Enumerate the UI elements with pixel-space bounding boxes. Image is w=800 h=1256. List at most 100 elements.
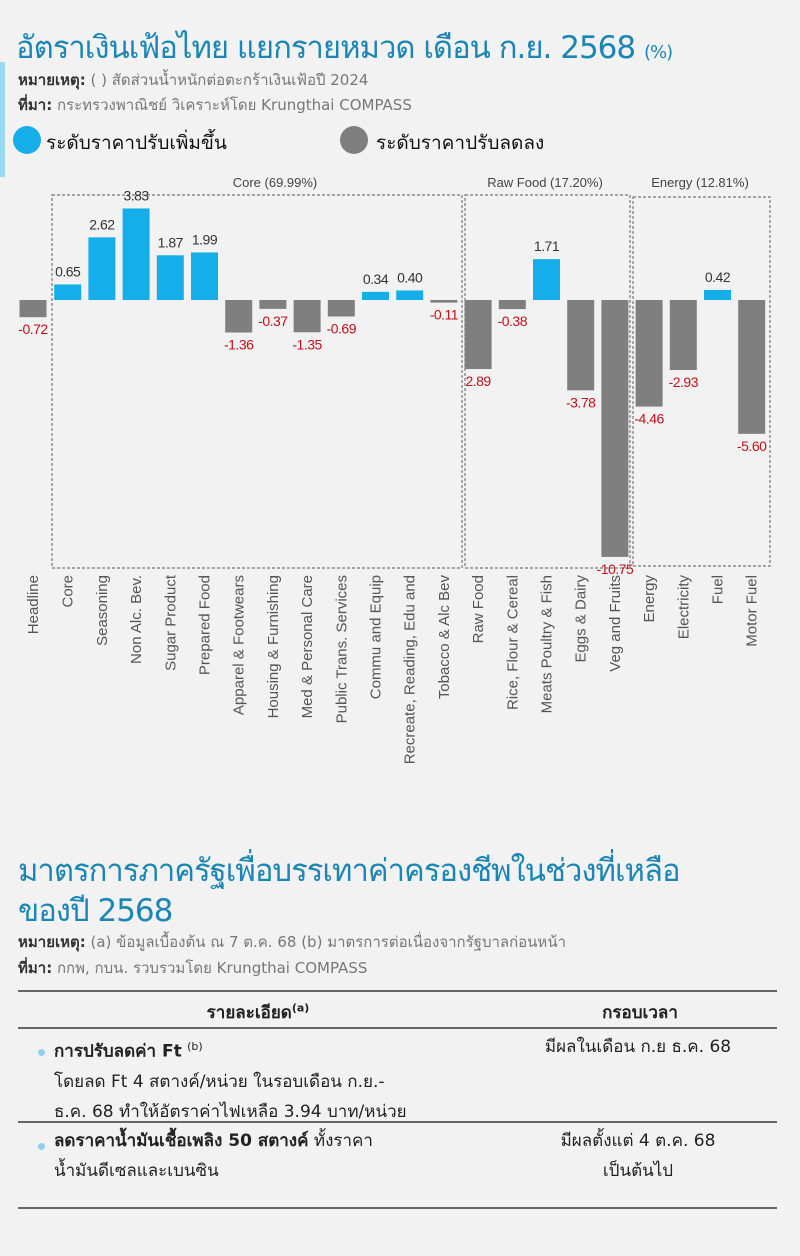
value-label: -0.72	[18, 321, 48, 337]
category-label: Apparel & Footwears	[231, 575, 248, 715]
row-line2: น้ำมันดีเซลและเบนซิน	[54, 1161, 219, 1181]
bar	[704, 289, 731, 300]
bar	[498, 300, 526, 310]
value-label: 1.71	[534, 238, 560, 254]
value-label: -3.78	[566, 394, 596, 410]
column-detail-sup: (a)	[291, 1001, 310, 1015]
column-header-time: กรอบเวลา	[602, 1003, 678, 1023]
row-title-sup: (b)	[187, 1040, 203, 1053]
row-detail: การปรับลดค่า Ft (b) โดยลด Ft 4 สตางค์/หน่…	[54, 1032, 407, 1127]
value-label: -5.60	[737, 438, 767, 454]
legend-decrease-label: ระดับราคาปรับลดลง	[376, 132, 545, 154]
note-label: หมายเหตุ:	[18, 71, 86, 89]
bullet-icon	[38, 1049, 45, 1056]
bar	[293, 300, 321, 333]
value-label: 1.87	[158, 234, 184, 250]
bar	[19, 300, 47, 318]
chart-note: หมายเหตุ: ( ) สัดส่วนน้ำหนักต่อตะกร้าเงิ…	[18, 68, 368, 92]
category-label: Eggs & Dairy	[573, 575, 590, 663]
value-label: -1.36	[224, 337, 254, 353]
category-label: Motor Fuel	[744, 575, 761, 647]
category-label: Core	[60, 575, 77, 608]
category-label: Seasoning	[94, 575, 111, 646]
bar	[88, 237, 116, 300]
row-title: ลดราคาน้ำมันเชื้อเพลิง 50 สตางค์	[54, 1131, 309, 1151]
bar	[669, 300, 697, 371]
measures-title-line1: มาตรการภาครัฐเพื่อบรรเทาค่าครองชีพในช่วง…	[18, 853, 681, 889]
bar	[156, 255, 184, 300]
measures-source-text: กกพ, กบน. รวบรวมโดย Krungthai COMPASS	[52, 959, 368, 977]
chart-source: ที่มา: กระทรวงพาณิชย์ วิเคราะห์โดย Krung…	[18, 93, 412, 117]
row-line3: ธ.ค. 68 ทำให้อัตราค่าไฟเหลือ 3.94 บาท/หน…	[54, 1101, 407, 1122]
bar	[533, 259, 560, 300]
value-label: -0.69	[327, 320, 357, 336]
table-row: ลดราคาน้ำมันเชื้อเพลิง 50 สตางค์ ทั้งราค…	[18, 1126, 777, 1204]
bar	[259, 300, 287, 309]
bar	[738, 300, 766, 434]
row-title-rest: ทั้งราคา	[308, 1131, 373, 1151]
value-label: 0.65	[55, 263, 81, 279]
value-label: 0.40	[397, 269, 423, 285]
legend-increase-swatch	[13, 126, 41, 154]
source-text: กระทรวงพาณิชย์ วิเคราะห์โดย Krungthai CO…	[52, 96, 412, 114]
category-label: Meats Poultry & Fish	[539, 575, 556, 713]
value-label: 0.42	[705, 269, 731, 285]
bar-chart: Core (69.99%) Raw Food (17.20%) Energy (12…	[18, 175, 771, 764]
bar	[362, 291, 389, 300]
category-label: Housing & Furnishing	[265, 575, 282, 718]
table-bottom-rule	[18, 1207, 777, 1209]
value-label: -4.46	[634, 411, 664, 427]
value-label: -2.93	[669, 374, 699, 390]
group-box	[51, 194, 463, 569]
bar	[122, 208, 150, 300]
category-label: Recreate, Reading, Edu and	[402, 575, 419, 764]
value-label: 2.89	[465, 373, 491, 389]
value-label: 0.34	[363, 271, 389, 287]
title-text: อัตราเงินเฟ้อไทย แยกรายหมวด เดือน ก.ย. 2…	[16, 30, 636, 66]
source-label: ที่มา:	[18, 96, 53, 114]
category-label: Electricity	[675, 575, 692, 640]
group-label: Raw Food (17.20%)	[487, 175, 603, 190]
table-header-rule	[18, 1027, 777, 1029]
bar	[327, 300, 355, 317]
bar	[601, 300, 629, 557]
legend-decrease-swatch	[340, 126, 368, 154]
value-label: -0.37	[258, 313, 288, 329]
measures-note-label: หมายเหตุ:	[18, 933, 86, 951]
measures-source-label: ที่มา:	[18, 959, 53, 977]
row-time: มีผลในเดือน ก.ย ธ.ค. 68	[544, 1037, 732, 1057]
title-unit: (%)	[643, 42, 673, 63]
legend-increase-label: ระดับราคาปรับเพิ่มขึ้น	[46, 132, 227, 154]
column-header-detail: รายละเอียด(a)	[18, 999, 498, 1026]
value-label: 1.99	[192, 231, 218, 247]
bar	[635, 300, 663, 407]
category-label: Med & Personal Care	[299, 575, 316, 718]
category-label: Veg and Fruits	[607, 575, 624, 672]
category-label: Raw Food	[470, 575, 487, 643]
row-time: มีผลตั้งแต่ 4 ต.ค. 68 เป็นต้นไป	[498, 1126, 778, 1186]
category-label: Sugar Product	[162, 574, 179, 671]
group-box	[464, 194, 631, 569]
table-row: การปรับลดค่า Ft (b) โดยลด Ft 4 สตางค์/หน่…	[18, 1032, 777, 1122]
category-label: Energy	[641, 575, 658, 623]
table-row-rule	[18, 1121, 777, 1123]
value-label: -10.75	[597, 561, 634, 577]
group-box	[632, 196, 771, 567]
value-label: -0.11	[430, 307, 459, 323]
category-label: Rice, Flour & Cereal	[504, 575, 521, 710]
table-top-rule	[18, 990, 777, 992]
measures-title-line2: ของปี 2568	[18, 893, 173, 929]
bar	[430, 300, 458, 303]
accent-strip	[0, 62, 5, 177]
note-text: ( ) สัดส่วนน้ำหนักต่อตะกร้าเงินเฟ้อปี 20…	[85, 71, 369, 89]
row-time-line2: เป็นต้นไป	[602, 1161, 674, 1181]
bar	[54, 284, 82, 300]
category-label: Tobacco & Alc Bev	[436, 575, 453, 700]
category-label: Prepared Food	[197, 575, 214, 675]
bar	[567, 300, 595, 391]
bar	[464, 300, 492, 370]
chart-title: อัตราเงินเฟ้อไทย แยกรายหมวด เดือน ก.ย. 2…	[16, 22, 673, 72]
value-label: -1.35	[292, 336, 322, 352]
group-label: Energy (12.81%)	[651, 175, 749, 190]
category-label: Non Alc. Bev.	[128, 575, 145, 664]
